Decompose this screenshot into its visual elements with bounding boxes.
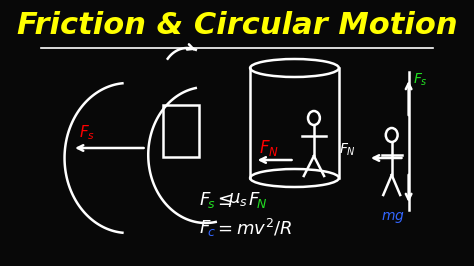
Text: $F_N$: $F_N$ <box>339 142 356 158</box>
Text: $F_s$: $F_s$ <box>413 72 428 88</box>
Text: $F_s$: $F_s$ <box>79 124 95 142</box>
Text: $F_N$: $F_N$ <box>259 138 279 158</box>
Text: $N$: $N$ <box>256 198 267 211</box>
Text: Friction & Circular Motion: Friction & Circular Motion <box>17 11 457 40</box>
Text: $= mv^2/R$: $= mv^2/R$ <box>214 217 292 239</box>
Text: $F$: $F$ <box>248 191 261 209</box>
Bar <box>164 105 199 157</box>
Text: $\leq$: $\leq$ <box>214 191 233 209</box>
Text: $mg$: $mg$ <box>381 210 404 225</box>
Text: $c$: $c$ <box>208 227 216 239</box>
Text: $F$: $F$ <box>199 219 211 237</box>
Text: $s$: $s$ <box>208 198 216 211</box>
Text: $F$: $F$ <box>199 191 211 209</box>
Text: $\mu_s$: $\mu_s$ <box>228 191 248 209</box>
